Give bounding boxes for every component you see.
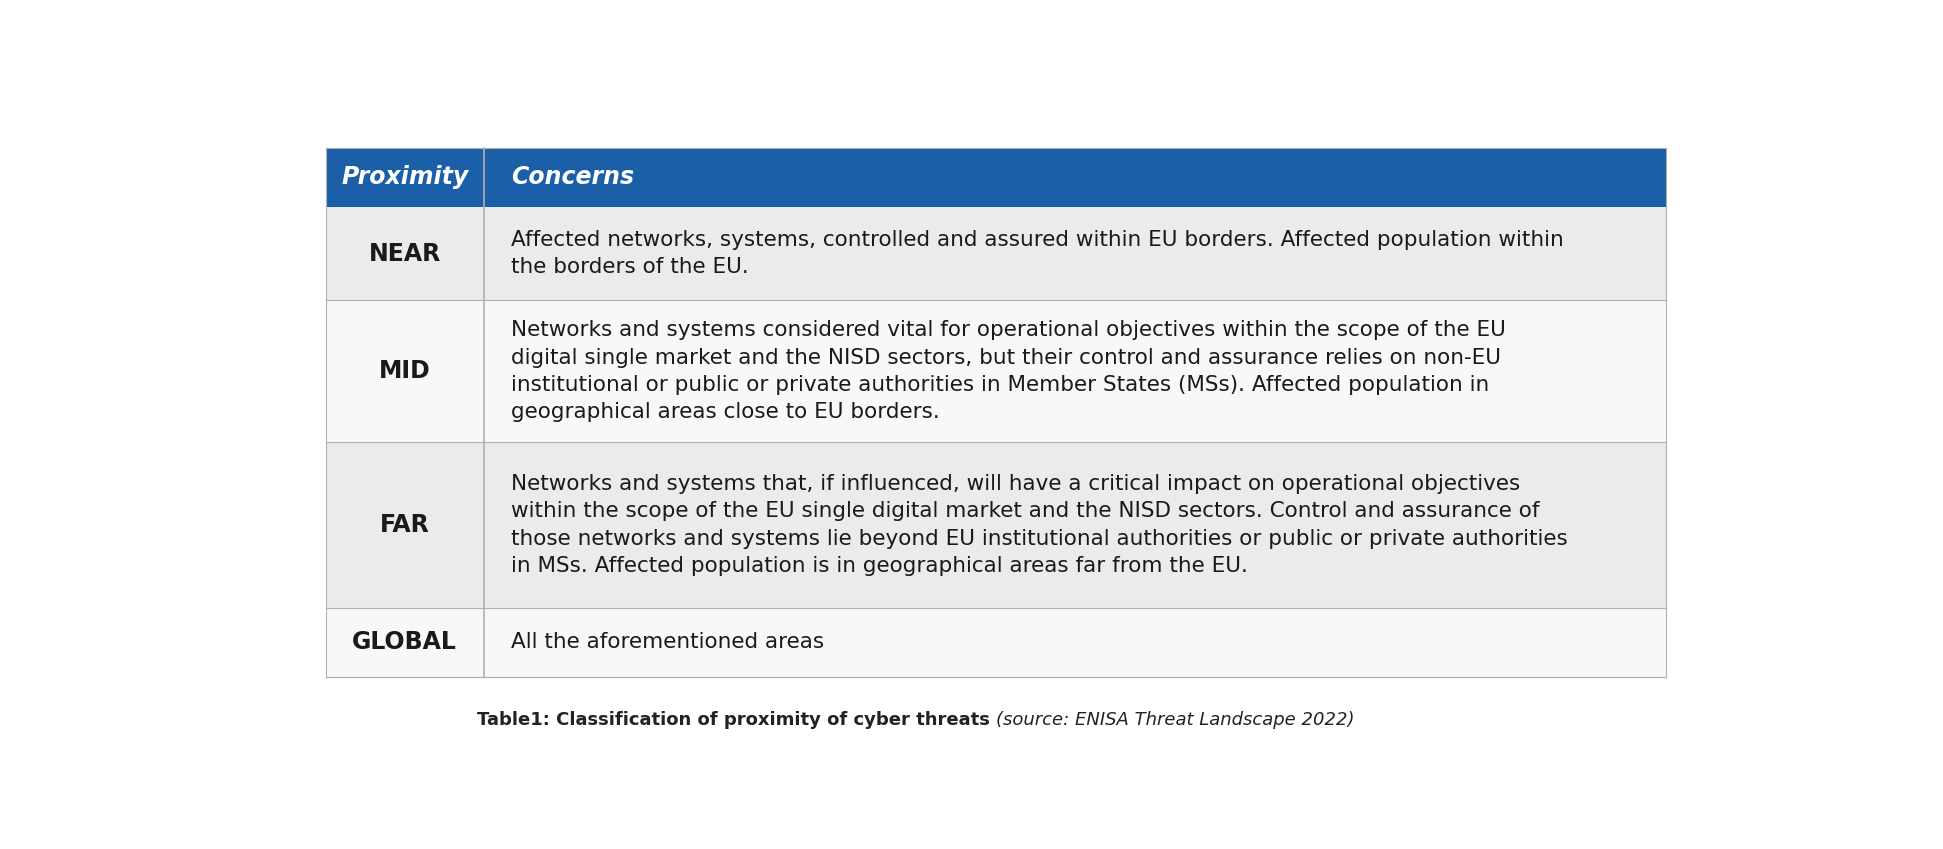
Bar bbox=[484, 148, 1665, 207]
Text: Proximity: Proximity bbox=[342, 166, 468, 189]
Text: NEAR: NEAR bbox=[369, 242, 441, 266]
Text: Table1: Classification of proximity of cyber threats: Table1: Classification of proximity of c… bbox=[476, 711, 997, 728]
Bar bbox=[484, 301, 1665, 442]
Bar bbox=[326, 608, 484, 678]
Bar bbox=[484, 442, 1665, 608]
Bar bbox=[484, 608, 1665, 678]
Bar bbox=[326, 207, 484, 301]
Bar bbox=[484, 207, 1665, 301]
Bar bbox=[326, 148, 484, 207]
Text: All the aforementioned areas: All the aforementioned areas bbox=[511, 633, 824, 653]
Text: Networks and systems considered vital for operational objectives within the scop: Networks and systems considered vital fo… bbox=[511, 320, 1506, 422]
Text: (source: ENISA Threat Landscape 2022): (source: ENISA Threat Landscape 2022) bbox=[997, 711, 1354, 728]
Text: Concerns: Concerns bbox=[511, 166, 633, 189]
Text: Networks and systems that, if influenced, will have a critical impact on operati: Networks and systems that, if influenced… bbox=[511, 474, 1568, 576]
Text: MID: MID bbox=[379, 359, 431, 383]
Text: Affected networks, systems, controlled and assured within EU borders. Affected p: Affected networks, systems, controlled a… bbox=[511, 230, 1564, 278]
Text: GLOBAL: GLOBAL bbox=[352, 631, 457, 655]
Bar bbox=[326, 301, 484, 442]
Bar bbox=[326, 442, 484, 608]
Text: FAR: FAR bbox=[381, 513, 429, 537]
